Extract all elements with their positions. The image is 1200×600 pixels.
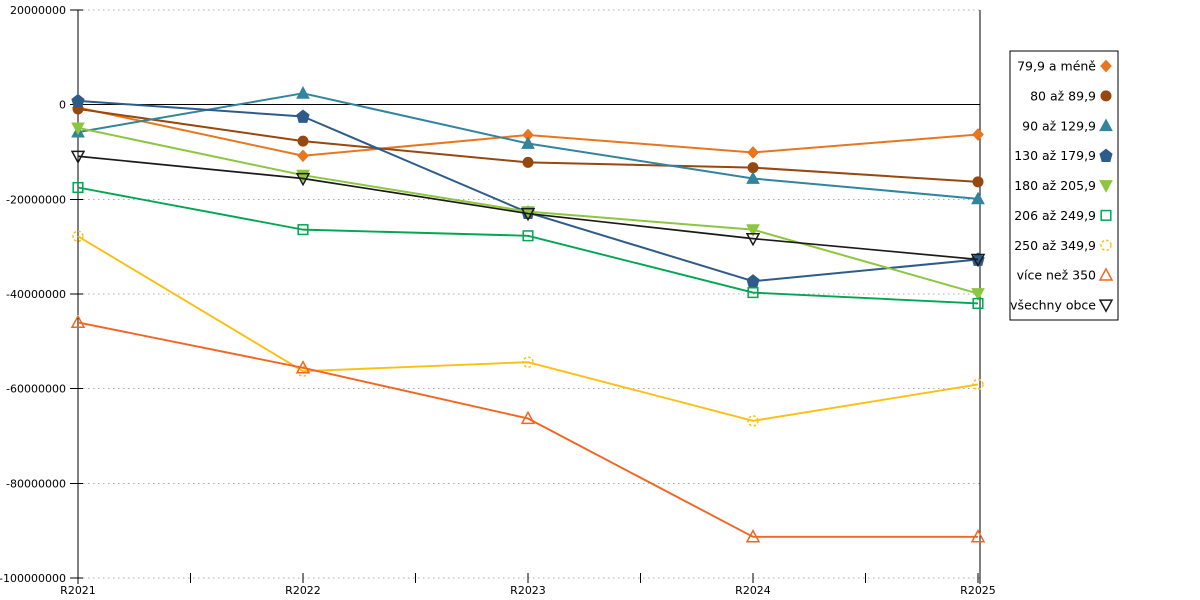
data-point (972, 128, 984, 141)
x-tick-label: R2025 (960, 584, 996, 597)
data-point (972, 297, 984, 310)
y-tick-label: -20000000 (6, 193, 66, 206)
grid-group (70, 9, 980, 579)
legend-item: 250 až 349,9 (1014, 238, 1112, 253)
legend-item: 206 až 249,9 (1014, 208, 1112, 223)
data-point (971, 191, 985, 205)
data-point (747, 162, 759, 174)
data-point (522, 156, 534, 168)
data-point (520, 207, 536, 222)
data-point (72, 230, 84, 243)
data-point (296, 109, 310, 123)
legend-label: všechny obce (1010, 298, 1096, 313)
legend-label: 206 až 249,9 (1014, 208, 1096, 223)
data-point (521, 136, 535, 149)
data-point (70, 314, 86, 329)
legend-marker-icon (1099, 118, 1113, 132)
data-point (297, 149, 309, 163)
data-point (747, 415, 759, 427)
legend: 79,9 a méně 80 až 89,9 90 až 129,9 130 až 1… (1009, 50, 1119, 321)
x-axis-group (77, 573, 979, 583)
series-8 (70, 314, 986, 543)
data-point (71, 93, 85, 108)
data-point (747, 146, 759, 159)
y-tick-label: -60000000 (6, 383, 66, 396)
legend-item: 80 až 89,9 (1030, 88, 1112, 103)
series-line (77, 321, 978, 538)
data-point (297, 224, 309, 236)
series-9 (70, 150, 986, 268)
data-point (295, 360, 311, 374)
legend-label: 130 až 179,9 (1014, 148, 1096, 163)
legend-marker-icon (1099, 180, 1113, 193)
legend-marker-icon (1098, 299, 1114, 313)
legend-item: 180 až 205,9 (1014, 178, 1113, 193)
data-point (72, 181, 84, 194)
legend-marker-icon (1100, 239, 1112, 251)
data-point (520, 410, 536, 425)
legend-item: všechny obce (1010, 298, 1114, 313)
data-point (522, 230, 534, 242)
data-point (972, 378, 984, 391)
data-point (296, 86, 310, 99)
y-tick-label: -80000000 (6, 477, 66, 490)
legend-label: 79,9 a méně (1017, 59, 1096, 74)
legend-marker-icon (1100, 59, 1112, 73)
data-point (745, 232, 761, 247)
legend-item: 79,9 a méně (1017, 59, 1112, 74)
x-tick-label: R2021 (60, 584, 96, 597)
legend-label: více než 350 (1017, 268, 1096, 283)
legend-item: 130 až 179,9 (1014, 148, 1113, 163)
y-tick-label: -40000000 (6, 288, 66, 301)
data-point (747, 287, 759, 299)
y-tick-label: -100000000 (0, 572, 66, 585)
x-tick-label: R2024 (735, 584, 771, 597)
y-tick-label: 0 (59, 99, 66, 112)
series-3 (71, 86, 985, 205)
legend-label: 80 až 89,9 (1030, 88, 1096, 103)
series-6 (72, 181, 984, 310)
data-point (746, 224, 760, 237)
legend-marker-icon (1100, 209, 1112, 221)
legend-label: 180 až 205,9 (1014, 178, 1096, 193)
data-point (971, 288, 985, 301)
legend-label: 90 až 129,9 (1022, 118, 1096, 133)
legend-marker-icon (1100, 90, 1112, 102)
y-tick-label: 20000000 (10, 4, 66, 17)
legend-box (1009, 50, 1119, 321)
data-point (746, 171, 760, 184)
data-point (71, 122, 85, 136)
series-line (77, 186, 979, 305)
data-point (297, 135, 309, 147)
legend-label: 250 až 349,9 (1014, 238, 1096, 253)
x-tick-label: R2023 (510, 584, 546, 597)
data-point (522, 356, 534, 368)
legend-marker-icon (1098, 267, 1114, 281)
legend-item: více než 350 (1017, 267, 1114, 283)
series-7 (72, 230, 984, 427)
legend-item: 90 až 129,9 (1022, 118, 1113, 133)
x-tick-label: R2022 (285, 584, 321, 597)
series-line (77, 155, 979, 261)
data-point (70, 150, 86, 165)
legend-marker-icon (1099, 148, 1113, 163)
data-point (970, 253, 986, 268)
series-line (77, 235, 979, 422)
data-point (970, 529, 986, 543)
data-point (295, 172, 311, 187)
data-point (972, 176, 984, 188)
data-point (745, 529, 761, 543)
